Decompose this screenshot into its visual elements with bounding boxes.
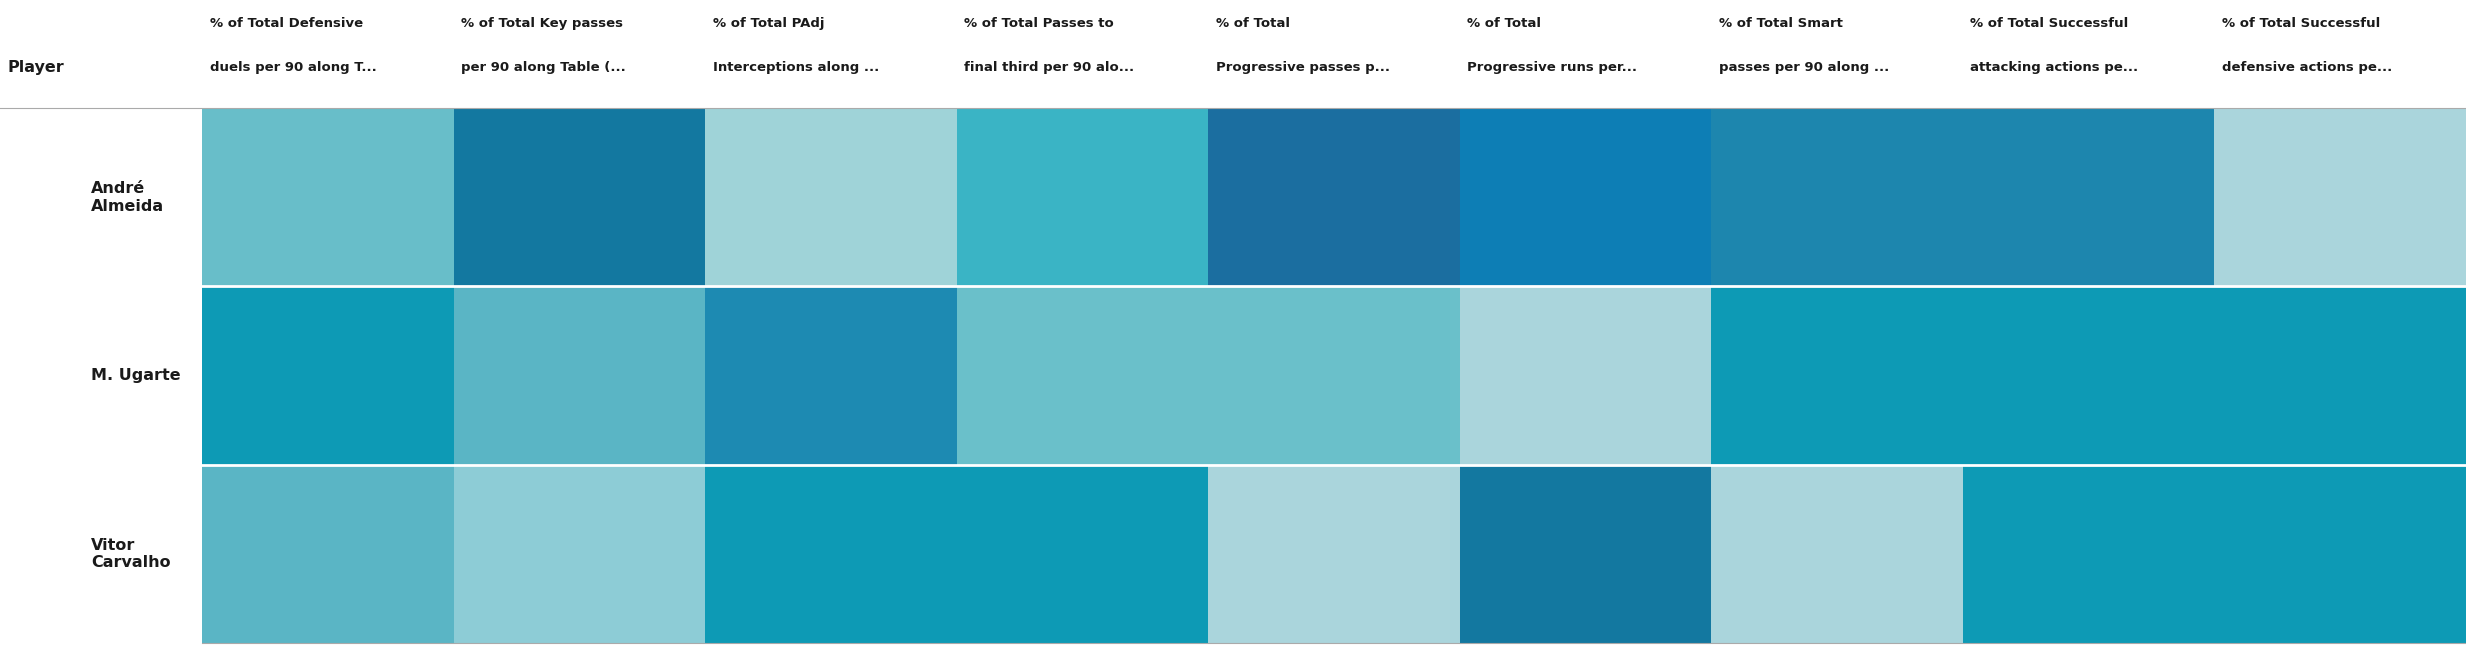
Text: % of Total Defensive: % of Total Defensive [210,17,363,30]
Text: % of Total: % of Total [1216,17,1290,30]
Text: % of Total Passes to: % of Total Passes to [964,17,1115,30]
Text: % of Total: % of Total [1467,17,1541,30]
Text: Interceptions along ...: Interceptions along ... [713,60,878,73]
Text: duels per 90 along T...: duels per 90 along T... [210,60,377,73]
Text: % of Total Key passes: % of Total Key passes [461,17,624,30]
Text: final third per 90 alo...: final third per 90 alo... [964,60,1134,73]
Text: % of Total Successful: % of Total Successful [1970,17,2128,30]
Text: attacking actions pe...: attacking actions pe... [1970,60,2138,73]
Text: passes per 90 along ...: passes per 90 along ... [1719,60,1889,73]
Text: M. Ugarte: M. Ugarte [91,368,180,383]
Text: Progressive runs per...: Progressive runs per... [1467,60,1637,73]
Text: André
Almeida: André Almeida [91,181,165,214]
Text: Player: Player [7,60,64,75]
Text: Vitor
Carvalho: Vitor Carvalho [91,537,170,570]
Text: per 90 along Table (...: per 90 along Table (... [461,60,626,73]
Text: % of Total Successful: % of Total Successful [2222,17,2380,30]
Text: Progressive passes p...: Progressive passes p... [1216,60,1391,73]
Text: % of Total PAdj: % of Total PAdj [713,17,824,30]
Text: defensive actions pe...: defensive actions pe... [2222,60,2392,73]
Text: % of Total Smart: % of Total Smart [1719,17,1842,30]
